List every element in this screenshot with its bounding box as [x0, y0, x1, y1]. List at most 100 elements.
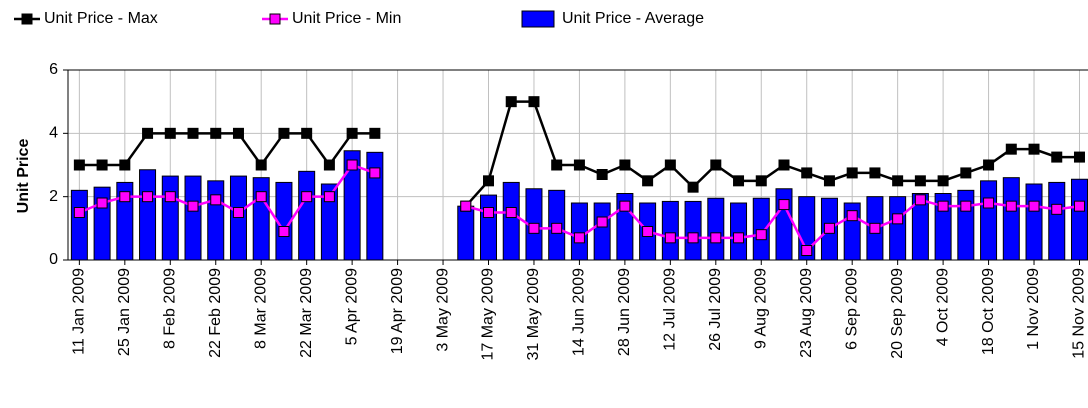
bar: [1002, 177, 1020, 261]
bar: [730, 202, 748, 261]
marker: [369, 127, 381, 139]
marker: [596, 216, 608, 228]
marker: [710, 159, 722, 171]
marker: [846, 210, 858, 222]
marker: [801, 167, 813, 179]
marker: [869, 167, 881, 179]
marker: [846, 167, 858, 179]
marker: [96, 197, 108, 209]
bar: [980, 180, 998, 261]
marker: [960, 200, 972, 212]
marker: [551, 159, 563, 171]
marker: [1051, 151, 1063, 163]
marker: [573, 232, 585, 244]
marker: [483, 175, 495, 187]
x-tick-label: 9 Aug 2009: [752, 268, 769, 349]
bar: [1048, 181, 1066, 261]
marker: [255, 191, 267, 203]
x-tick-label: 11 Jan 2009: [71, 268, 88, 355]
marker: [823, 175, 835, 187]
marker: [892, 175, 904, 187]
y-tick-label: 2: [49, 188, 58, 205]
marker: [596, 169, 608, 180]
legend-swatch: [521, 10, 555, 28]
x-tick-label: 14 Jun 2009: [571, 268, 588, 356]
x-tick-label: 8 Feb 2009: [162, 268, 179, 349]
marker: [73, 207, 85, 218]
marker: [664, 232, 676, 244]
marker: [187, 200, 199, 212]
bar: [229, 175, 247, 261]
marker: [301, 127, 313, 139]
marker: [505, 96, 517, 108]
bar: [502, 181, 520, 261]
marker: [937, 175, 949, 187]
marker: [301, 191, 313, 203]
x-tick-label: 20 Sep 2009: [889, 268, 906, 359]
marker: [1073, 200, 1085, 212]
bar: [1070, 178, 1088, 261]
bar: [139, 169, 157, 261]
marker: [187, 127, 199, 139]
marker: [505, 207, 517, 218]
x-tick-label: 6 Sep 2009: [843, 268, 860, 350]
x-tick-label: 19 Apr 2009: [389, 268, 406, 354]
bar: [184, 175, 202, 261]
bar: [207, 180, 225, 261]
marker: [1005, 143, 1017, 155]
marker: [551, 222, 563, 234]
marker: [164, 127, 176, 139]
x-tick-label: 26 Jul 2009: [707, 268, 724, 351]
marker: [323, 191, 335, 203]
marker: [1028, 143, 1040, 155]
x-tick-label: 5 Apr 2009: [343, 268, 360, 346]
x-tick-label: 8 Mar 2009: [252, 268, 269, 349]
x-tick-label: 28 Jun 2009: [616, 268, 633, 356]
bar: [70, 189, 88, 261]
marker: [232, 127, 244, 139]
bar: [570, 202, 588, 261]
marker: [778, 159, 790, 171]
x-tick-label: 17 May 2009: [480, 268, 497, 361]
marker: [573, 159, 585, 171]
marker: [460, 200, 472, 212]
x-tick-label: 18 Oct 2009: [980, 268, 997, 355]
y-tick-label: 0: [49, 251, 58, 268]
legend-label: Unit Price - Max: [44, 10, 158, 27]
bar: [661, 200, 679, 261]
marker: [142, 191, 154, 203]
marker: [733, 175, 745, 187]
marker: [960, 167, 972, 179]
marker: [914, 175, 926, 187]
x-tick-label: 22 Mar 2009: [298, 268, 315, 358]
marker: [346, 159, 358, 171]
bar: [298, 170, 316, 261]
legend-marker: [21, 13, 33, 25]
marker: [323, 159, 335, 171]
marker: [483, 207, 495, 218]
marker: [119, 191, 131, 203]
y-axis-label: Unit Price: [15, 139, 32, 214]
y-tick-label: 4: [49, 125, 58, 142]
legend-label: Unit Price - Average: [562, 10, 704, 27]
marker: [778, 199, 790, 211]
bar: [252, 177, 270, 261]
marker: [755, 175, 767, 187]
marker: [642, 175, 654, 187]
legend-label: Unit Price - Min: [292, 10, 401, 27]
x-tick-label: 22 Feb 2009: [207, 268, 224, 358]
marker: [278, 226, 290, 237]
x-tick-label: 4 Oct 2009: [934, 268, 951, 346]
marker: [983, 197, 995, 209]
marker: [232, 207, 244, 218]
bar: [707, 197, 725, 261]
marker: [210, 127, 222, 139]
bar: [480, 194, 498, 261]
legend-marker: [269, 13, 281, 25]
marker: [733, 232, 745, 244]
x-tick-label: 25 Jan 2009: [116, 268, 133, 356]
marker: [619, 200, 631, 212]
x-tick-label: 23 Aug 2009: [798, 268, 815, 358]
y-tick-label: 6: [49, 61, 58, 78]
